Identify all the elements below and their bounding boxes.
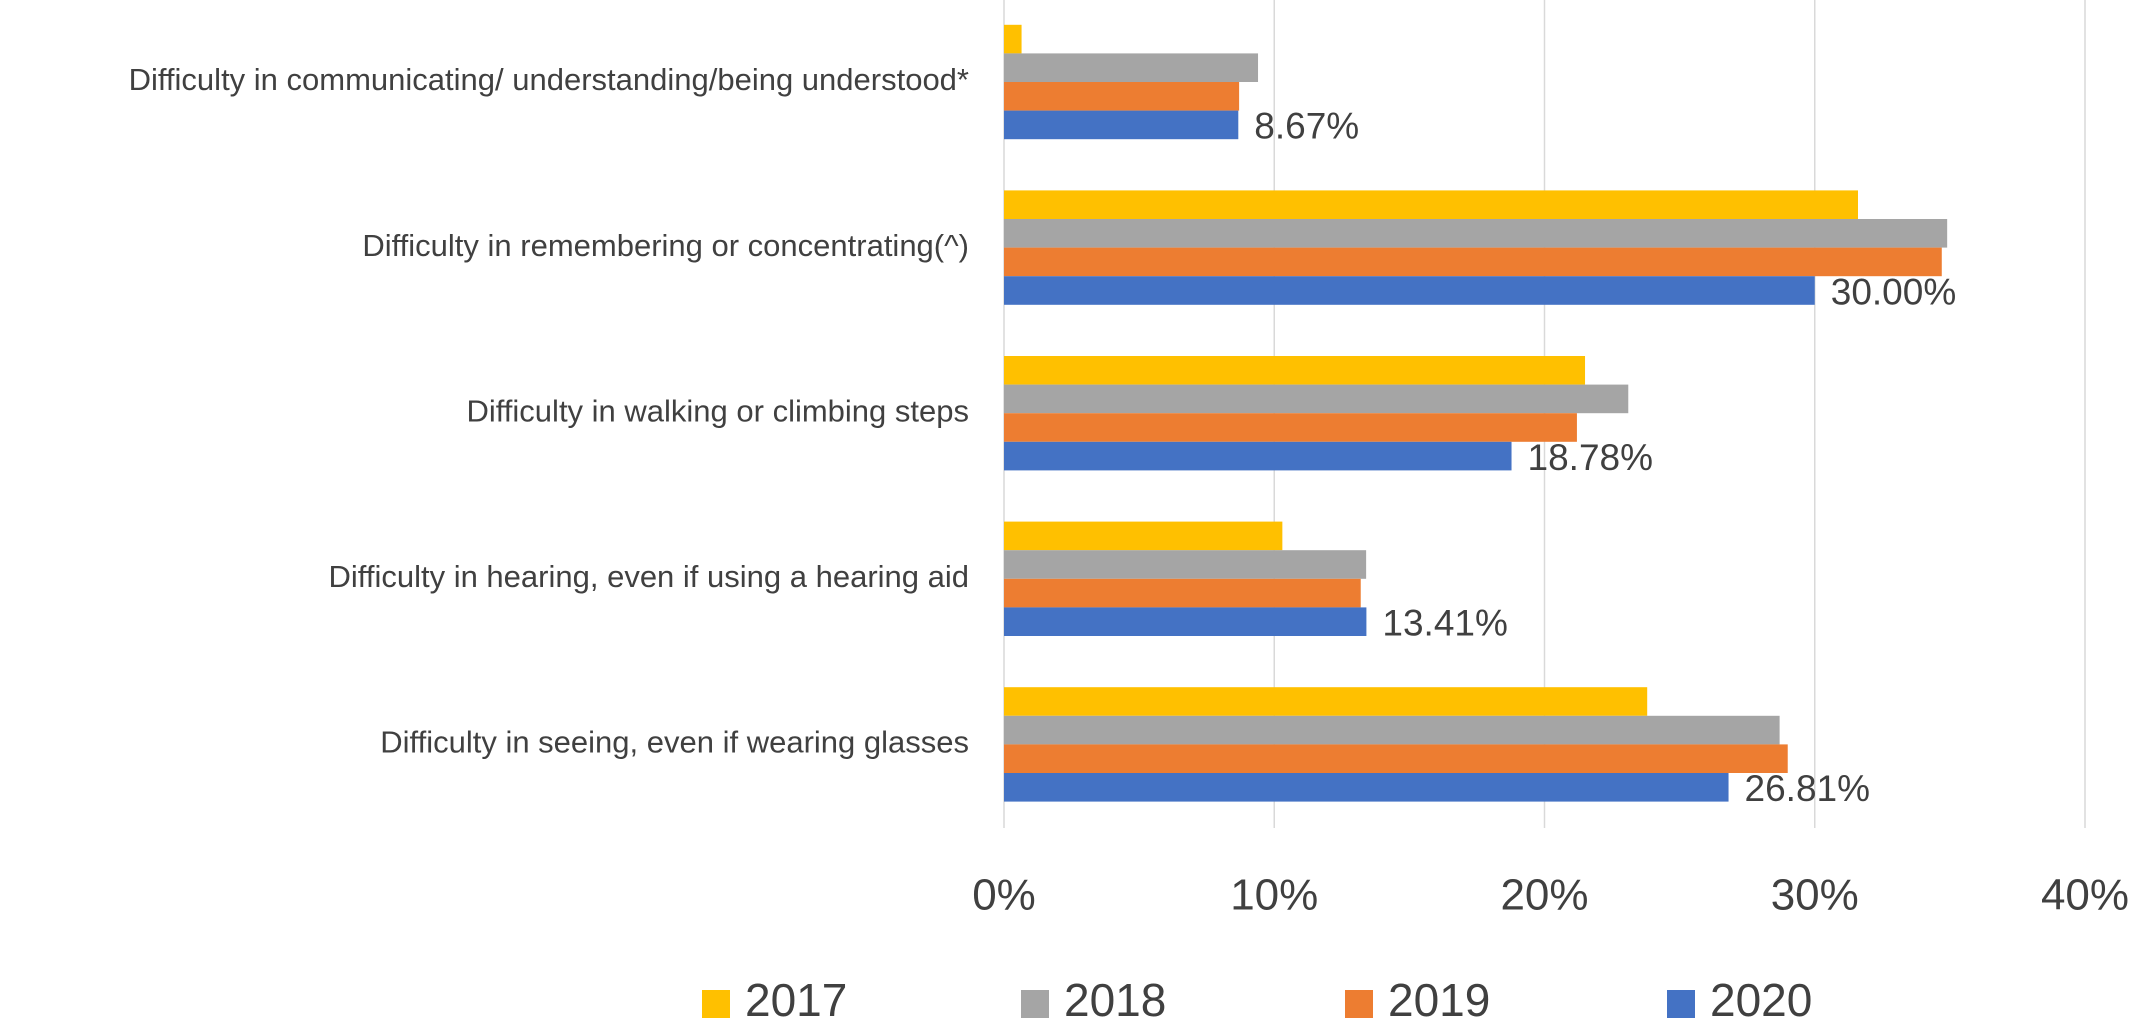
bar: [1004, 413, 1577, 442]
bar: [1004, 219, 1948, 248]
legend-label: 2017: [745, 974, 847, 1026]
bar: [1004, 521, 1283, 551]
x-tick-label: 10%: [1230, 871, 1318, 920]
bar: [1004, 607, 1367, 636]
legend-label: 2020: [1710, 974, 1812, 1026]
bar: [1004, 773, 1729, 802]
bar: [1004, 356, 1586, 385]
bar: [1004, 24, 1022, 54]
legend-label: 2018: [1064, 974, 1166, 1026]
value-label: 13.41%: [1382, 602, 1508, 643]
bar: [1004, 715, 1780, 745]
bar: [1004, 53, 1259, 82]
bar: [1004, 82, 1240, 111]
bar: [1004, 687, 1648, 716]
bar: [1004, 384, 1629, 414]
legend-swatch: [1667, 990, 1695, 1018]
bar: [1004, 110, 1239, 140]
x-tick-label: 0%: [972, 871, 1036, 920]
category-label: Difficulty in hearing, even if using a h…: [329, 559, 969, 594]
category-label: Difficulty in communicating/ understandi…: [129, 62, 969, 97]
bar: [1004, 190, 1858, 219]
category-label: Difficulty in walking or climbing steps: [466, 393, 969, 428]
category-label: Difficulty in remembering or concentrati…: [362, 228, 969, 263]
legend-swatch: [1021, 990, 1049, 1018]
value-label: 26.81%: [1745, 768, 1871, 809]
x-tick-label: 30%: [1771, 871, 1859, 920]
bar: [1004, 578, 1361, 608]
category-label: Difficulty in seeing, even if wearing gl…: [380, 725, 969, 760]
bar: [1004, 247, 1942, 277]
bar: [1004, 441, 1512, 471]
value-label: 30.00%: [1831, 271, 1957, 312]
bar: [1004, 276, 1815, 305]
legend-label: 2019: [1388, 974, 1490, 1026]
value-label: 18.78%: [1528, 437, 1654, 478]
legend-swatch: [702, 990, 730, 1018]
value-label: 8.67%: [1254, 106, 1359, 147]
bar: [1004, 744, 1788, 773]
x-tick-label: 40%: [2041, 871, 2129, 920]
bar: [1004, 550, 1367, 579]
x-tick-label: 20%: [1500, 871, 1588, 920]
legend-swatch: [1345, 990, 1373, 1018]
